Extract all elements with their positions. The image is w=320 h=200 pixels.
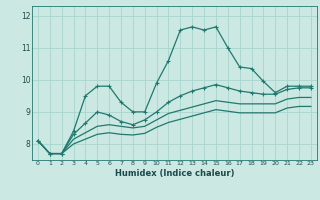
X-axis label: Humidex (Indice chaleur): Humidex (Indice chaleur) bbox=[115, 169, 234, 178]
